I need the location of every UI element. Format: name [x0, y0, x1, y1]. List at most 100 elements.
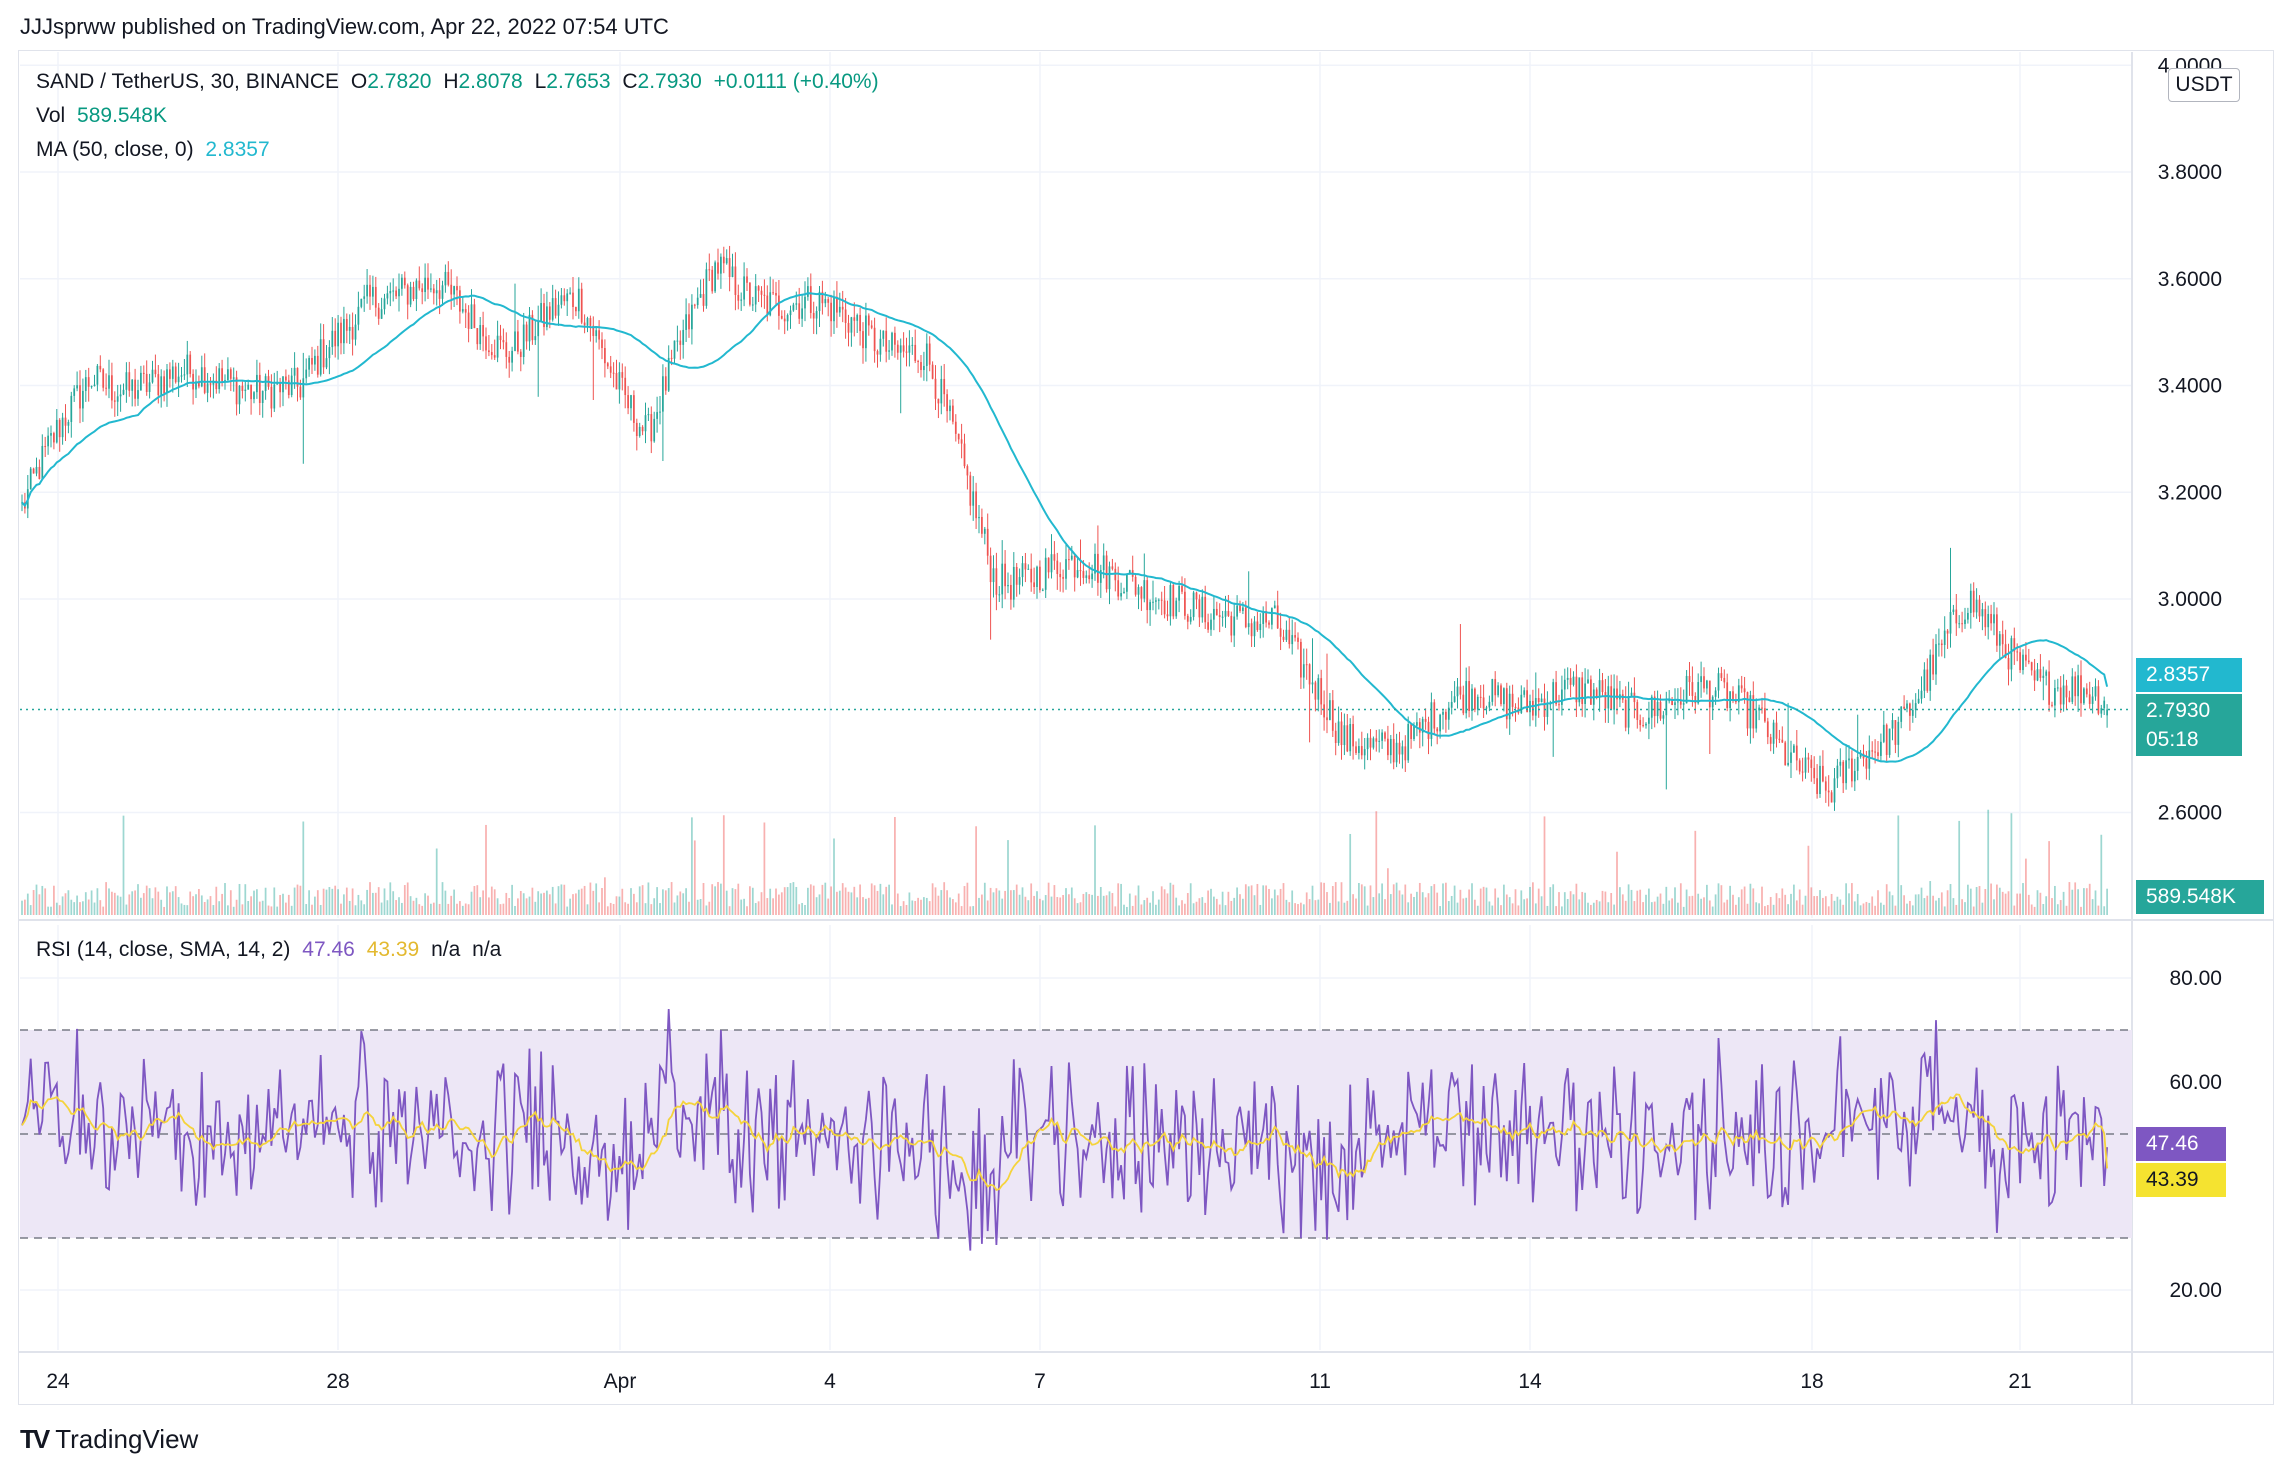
legend-rsi[interactable]: RSI (14, close, SMA, 14, 2) 47.46 43.39 …	[36, 938, 507, 962]
volume-bar	[731, 888, 734, 915]
candle-body	[575, 307, 577, 312]
candle-body	[989, 555, 992, 583]
volume-bar	[169, 892, 171, 915]
volume-bar	[1592, 902, 1595, 915]
time-tick-label: 4	[824, 1370, 836, 1393]
volume-bar	[1798, 889, 1801, 915]
candle-body	[830, 302, 832, 322]
candle-body	[954, 421, 957, 434]
candle-body	[1169, 585, 1172, 617]
candle-body	[1830, 792, 1833, 803]
candle-body	[1215, 608, 1218, 616]
volume-bar	[743, 898, 745, 915]
candle-body	[1236, 605, 1238, 617]
candle-body	[1021, 563, 1024, 578]
candle-body	[1601, 680, 1604, 693]
candle-body	[1656, 701, 1659, 717]
candle-body	[464, 309, 467, 313]
candle-body	[566, 293, 569, 302]
legend-ma[interactable]: MA (50, close, 0) 2.8357	[36, 138, 276, 162]
candle-body	[1807, 757, 1810, 760]
volume-bar	[1598, 901, 1601, 915]
volume-bar	[380, 902, 383, 915]
candle-body	[1294, 635, 1296, 638]
volume-bar	[1532, 882, 1534, 915]
volume-bar	[1845, 883, 1847, 915]
volume-bar	[270, 906, 273, 915]
candle-body	[1648, 717, 1650, 724]
candle-body	[1900, 706, 1903, 722]
volume-bar	[653, 898, 656, 915]
volume-bar	[1250, 885, 1253, 915]
volume-bar	[511, 884, 513, 915]
volume-bar	[357, 894, 360, 915]
price-tick-label: 3.8000	[2158, 161, 2222, 184]
volume-bar	[192, 896, 194, 915]
volume-bar	[876, 890, 879, 915]
volume-bar	[1163, 889, 1166, 915]
volume-bar	[1389, 894, 1392, 915]
candle-body	[2085, 688, 2088, 695]
volume-bar	[720, 883, 722, 915]
legend-symbol[interactable]: SAND / TetherUS, 30, BINANCE	[36, 70, 340, 93]
volume-bar	[827, 898, 830, 915]
volume-bar	[1732, 894, 1734, 915]
volume-bar	[780, 892, 783, 915]
volume-bar	[1305, 892, 1308, 915]
candle-body	[1398, 742, 1401, 755]
volume-bar	[1041, 900, 1044, 915]
volume-bar	[1613, 904, 1615, 915]
volume-bar	[882, 894, 885, 915]
candle-body	[705, 269, 708, 306]
volume-bar	[1407, 902, 1410, 915]
volume-bar	[664, 890, 667, 915]
candle-body	[235, 377, 238, 405]
volume-bar	[331, 888, 334, 915]
candle-body	[1192, 592, 1195, 617]
legend-close: 2.7930	[637, 70, 702, 93]
candle-body	[1798, 760, 1801, 772]
tradingview-logo[interactable]: TV TradingView	[20, 1424, 198, 1455]
candle-body	[1668, 700, 1671, 702]
volume-bar	[163, 906, 165, 915]
candle-body	[1120, 593, 1122, 597]
candle-body	[1961, 623, 1963, 625]
currency-button[interactable]: USDT	[2168, 68, 2240, 102]
candle-body	[1743, 688, 1746, 693]
volume-bar	[1517, 905, 1520, 915]
candle-body	[1958, 623, 1961, 625]
volume-bar	[525, 898, 528, 915]
volume-bar	[1871, 896, 1874, 915]
candle-body	[1998, 634, 2001, 646]
candle-body	[1848, 758, 1850, 761]
price-tick-label: 3.0000	[2158, 588, 2222, 611]
volume-bar	[925, 897, 928, 915]
legend-volume[interactable]: Vol 589.548K	[36, 104, 173, 128]
volume-bar	[1961, 899, 1963, 915]
volume-bar	[1108, 891, 1111, 915]
candle-body	[679, 340, 682, 345]
volume-bar	[1601, 890, 1604, 915]
candle-body	[557, 304, 560, 316]
volume-bar	[1482, 886, 1485, 915]
volume-bar	[154, 887, 157, 915]
volume-bar	[1656, 896, 1659, 915]
candle-body	[1366, 737, 1369, 750]
candle-body	[856, 314, 859, 321]
candle-body	[972, 491, 975, 506]
volume-bar	[1766, 905, 1769, 915]
candle-body	[229, 369, 232, 379]
volume-bar	[111, 891, 113, 915]
volume-bar	[1914, 894, 1917, 915]
volume-bar	[1056, 897, 1059, 915]
candle-body	[2083, 688, 2085, 704]
volume-bar	[667, 888, 670, 915]
volume-bar	[1442, 883, 1444, 915]
candle-body	[775, 293, 777, 296]
candle-body	[99, 365, 102, 370]
volume-bar	[490, 886, 493, 915]
volume-bar	[1308, 899, 1311, 915]
rsi-ma-line	[21, 1093, 2108, 1191]
volume-bar	[1819, 890, 1821, 915]
